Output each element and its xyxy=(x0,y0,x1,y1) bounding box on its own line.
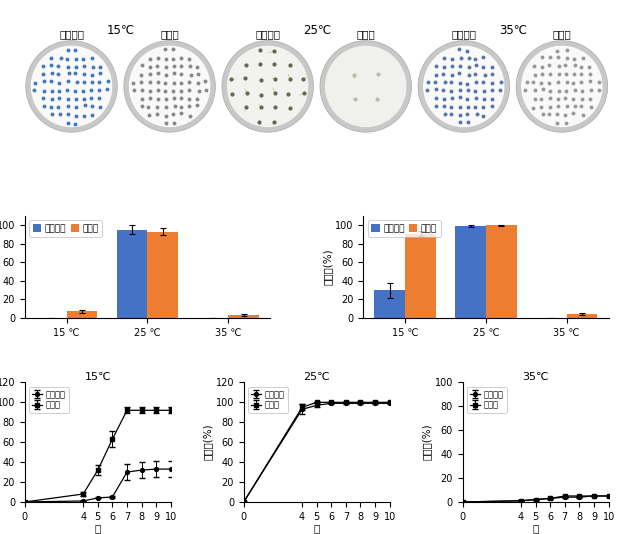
Bar xyxy=(567,314,597,318)
X-axis label: 일: 일 xyxy=(94,523,101,533)
Legend: 대프니스, 미니찰: 대프니스, 미니찰 xyxy=(29,221,102,237)
Text: 대프니스: 대프니스 xyxy=(255,29,280,39)
Bar xyxy=(405,233,436,318)
Text: 미니찰: 미니찰 xyxy=(356,29,375,39)
Text: 15℃: 15℃ xyxy=(107,24,135,37)
Bar xyxy=(486,225,517,318)
Text: 대프니스: 대프니스 xyxy=(451,29,476,39)
Text: 25℃: 25℃ xyxy=(302,24,331,37)
Title: 35℃: 35℃ xyxy=(522,372,549,382)
Circle shape xyxy=(26,41,117,132)
Circle shape xyxy=(418,41,510,132)
Circle shape xyxy=(227,45,309,128)
Bar xyxy=(455,226,486,318)
Title: 15℃: 15℃ xyxy=(84,372,111,382)
Circle shape xyxy=(124,41,215,132)
Text: 35℃: 35℃ xyxy=(499,24,527,37)
Text: 대프니스: 대프니스 xyxy=(59,29,84,39)
Legend: 대프니스, 미니찰: 대프니스, 미니찰 xyxy=(248,387,288,413)
Y-axis label: 발아율(%): 발아율(%) xyxy=(202,424,213,460)
Bar xyxy=(229,315,259,318)
Circle shape xyxy=(129,45,211,128)
Bar xyxy=(117,230,147,318)
Y-axis label: 발아율(%): 발아율(%) xyxy=(422,424,432,460)
X-axis label: 일: 일 xyxy=(314,523,320,533)
Text: 미니찰: 미니찰 xyxy=(160,29,179,39)
Bar xyxy=(374,290,405,318)
Circle shape xyxy=(423,45,505,128)
Bar xyxy=(66,311,97,318)
Circle shape xyxy=(325,45,407,128)
Circle shape xyxy=(521,45,603,128)
Title: 25℃: 25℃ xyxy=(304,372,330,382)
Circle shape xyxy=(516,41,607,132)
Legend: 대프니스, 미니찰: 대프니스, 미니찰 xyxy=(467,387,507,413)
Legend: 대프니스, 미니찰: 대프니스, 미니찰 xyxy=(368,221,441,237)
Legend: 대프니스, 미니찰: 대프니스, 미니찰 xyxy=(29,387,69,413)
X-axis label: 일: 일 xyxy=(532,523,539,533)
Circle shape xyxy=(320,41,412,132)
Y-axis label: 발아율(%): 발아율(%) xyxy=(322,249,332,285)
Text: 미니찰: 미니찰 xyxy=(553,29,571,39)
Bar xyxy=(147,232,178,318)
Circle shape xyxy=(222,41,314,132)
Circle shape xyxy=(30,45,112,128)
